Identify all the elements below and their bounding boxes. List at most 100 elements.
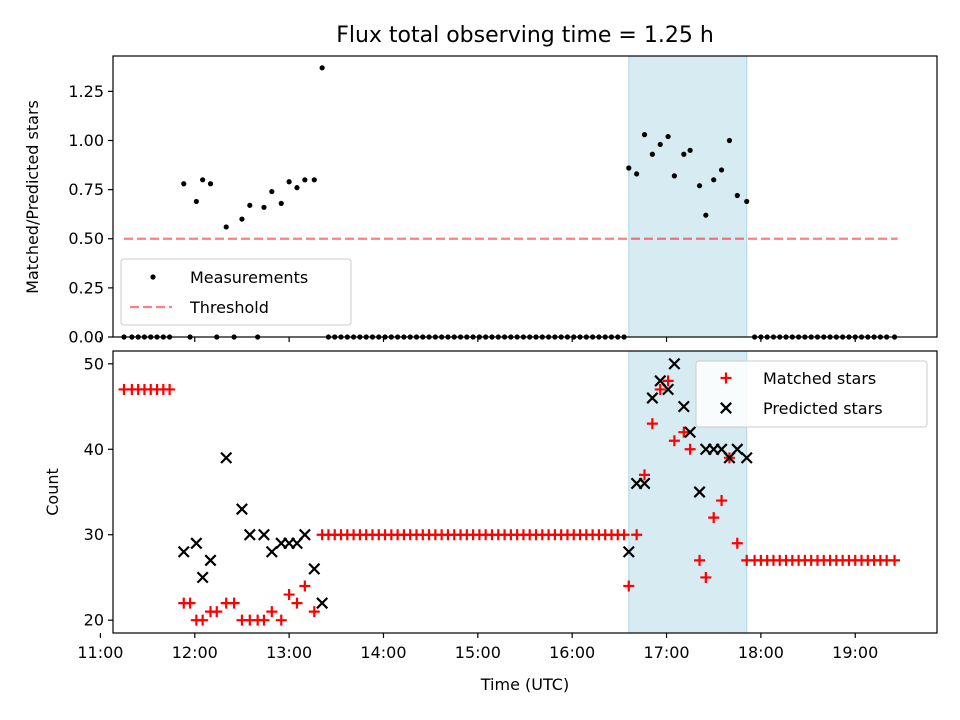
bottom-xtick-label: 18:00 [738, 643, 784, 662]
measurement-point [239, 216, 245, 222]
predicted-star-point [177, 545, 190, 558]
matched-star-point [684, 443, 696, 455]
measurement-point [278, 200, 284, 206]
bottom-xtick-label: 14:00 [360, 643, 406, 662]
legend-marker-predicted [720, 402, 732, 414]
top-ytick-label: 0.25 [68, 278, 104, 297]
legend-label-threshold: Threshold [189, 298, 269, 317]
predicted-star-point [298, 528, 311, 541]
predicted-star-point [265, 545, 278, 558]
top-ytick-label: 0.75 [68, 180, 104, 199]
measurement-point [687, 147, 693, 153]
predicted-star-point [308, 562, 321, 575]
count-panel: 20 30 40 50 11:00 12:00 13:00 14:00 15:00 16:00 17… [77, 350, 938, 662]
measurement-point [696, 183, 703, 189]
top-ytick-label: 1.25 [68, 82, 104, 101]
chart-title: Flux total observing time = 1.25 h [336, 23, 714, 48]
matched-star-point [291, 597, 303, 609]
top-ylabel: Matched/Predicted stars [23, 100, 42, 294]
measurement-point [181, 181, 187, 187]
bottom-legend: Matched stars Predicted stars [695, 360, 928, 428]
bottom-ytick-label: 20 [84, 611, 104, 630]
predicted-star-point [220, 451, 233, 464]
matched-star-point [266, 606, 278, 618]
measurement-point [726, 137, 733, 144]
legend-label-matched: Matched stars [763, 369, 876, 388]
bottom-xtick-label: 13:00 [266, 643, 312, 662]
matched-star-point [275, 614, 287, 626]
measurement-point [703, 212, 709, 218]
shaded-region [628, 55, 748, 338]
predicted-star-point [684, 426, 697, 439]
matched-star-point [197, 614, 209, 626]
bottom-xtick-label: 17:00 [643, 643, 689, 662]
measurement-point [207, 181, 214, 187]
measurement-point [626, 165, 632, 171]
bottom-ytick-label: 40 [84, 440, 104, 459]
predicted-star-point [243, 528, 256, 541]
measurement-point [711, 177, 717, 183]
matched-star-point [299, 580, 311, 592]
measurement-point [718, 167, 725, 173]
measurement-point [200, 177, 206, 183]
matched-star-point [283, 589, 295, 601]
predicted-star-point [316, 597, 329, 610]
predicted-star-point [196, 571, 209, 584]
legend-label-predicted: Predicted stars [763, 399, 883, 418]
matched-star-point [716, 495, 728, 507]
measurement-point [634, 171, 640, 177]
matched-star-point [678, 426, 690, 438]
matched-star-point [258, 614, 270, 626]
matched-star-point [211, 606, 223, 618]
predicted-star-point [740, 451, 753, 464]
measurement-point [319, 65, 325, 71]
measurement-point [311, 177, 317, 183]
predicted-star-point [190, 537, 203, 550]
measurement-point [261, 204, 267, 210]
matched-star-point [184, 597, 196, 609]
bottom-ytick-label: 50 [84, 354, 104, 373]
legend-marker-matched [720, 372, 732, 384]
matched-star-point [654, 383, 666, 395]
top-ytick-label: 0.50 [68, 229, 104, 248]
matched-star-point [889, 554, 901, 566]
measurement-point [641, 132, 648, 138]
legend-label-measurements: Measurements [190, 268, 308, 287]
measurement-point [286, 179, 292, 185]
bottom-xtick-label: 16:00 [549, 643, 595, 662]
bottom-ytick-label: 30 [84, 525, 104, 544]
measurement-point [193, 198, 199, 205]
matched-star-point [731, 537, 743, 549]
predicted-star-point [677, 400, 690, 413]
predicted-star-point [235, 503, 248, 516]
legend-box [695, 360, 928, 428]
bottom-xtick-label: 15:00 [455, 643, 501, 662]
bottom-axes-frame [112, 350, 938, 634]
predicted-star-point [662, 383, 675, 396]
measurement-point [681, 151, 687, 157]
top-legend: Measurements Threshold [120, 258, 352, 326]
predicted-star-point [668, 357, 681, 370]
legend-box [120, 258, 352, 326]
predicted-star-point [693, 486, 706, 498]
matched-star-point [694, 554, 706, 566]
matched-star-point [308, 606, 320, 618]
matched-star-point [618, 529, 630, 541]
matched-star-point [631, 529, 643, 541]
measurement-point [247, 202, 253, 208]
predicted-star-point [204, 554, 217, 567]
bottom-ylabel: Count [43, 468, 62, 516]
matched-star-point [646, 418, 658, 430]
predicted-star-point [646, 392, 659, 404]
matched-star-point [228, 597, 240, 609]
matched-star-point [639, 469, 651, 481]
measurement-point [649, 151, 655, 157]
bottom-xtick-label: 19:00 [832, 643, 878, 662]
bottom-xtick-label: 12:00 [172, 643, 218, 662]
measurement-point [269, 188, 275, 195]
matched-star-point [623, 580, 635, 592]
matched-star-point [662, 375, 674, 387]
top-ytick-label: 0.00 [68, 328, 104, 347]
